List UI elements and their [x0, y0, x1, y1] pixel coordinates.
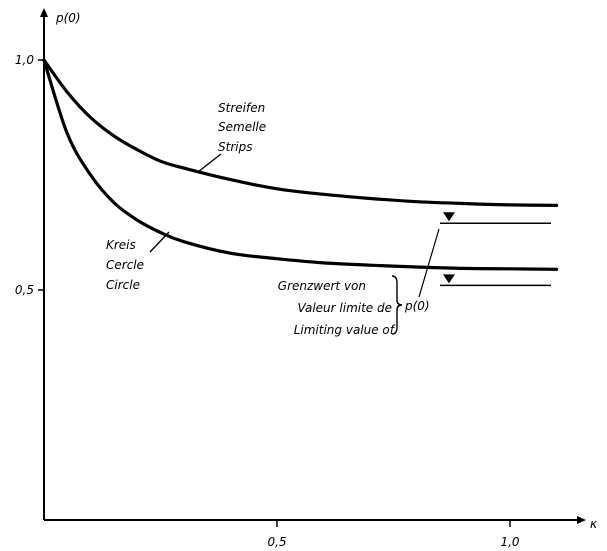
- annotation-target: p(0): [404, 299, 430, 313]
- series-label-circle: Kreis Cercle Circle: [106, 231, 170, 292]
- series-line-1: [42, 58, 559, 271]
- annotation-line: Limiting value of: [294, 323, 396, 337]
- annotation-leader: [418, 228, 440, 298]
- series-label-leader: [149, 231, 170, 253]
- limit-annotation: Grenzwert von Valeur limite de Limiting …: [278, 228, 440, 337]
- x-tick-label: 0,5: [267, 535, 286, 549]
- series-label-leader: [197, 153, 222, 173]
- annotation-brace: [391, 275, 403, 335]
- series-label-line: Circle: [106, 278, 140, 292]
- annotation-line: Valeur limite de: [298, 301, 392, 315]
- series-label-line: Strips: [218, 140, 252, 154]
- y-tick-label: 1,0: [15, 53, 34, 67]
- series-label-line: Semelle: [218, 120, 266, 134]
- x-tick-label: 1,0: [500, 535, 519, 549]
- series-label-line: Cercle: [106, 258, 144, 272]
- limit-marker-0: [443, 212, 455, 222]
- y-tick-label: 0,5: [15, 283, 34, 297]
- y-axis-title: p(0): [55, 11, 81, 25]
- series-label-strips: Streifen Semelle Strips: [197, 101, 266, 173]
- annotation-line: Grenzwert von: [278, 279, 366, 293]
- x-axis-title: κ: [590, 517, 598, 531]
- series-line-0: [42, 58, 559, 207]
- series-layer: [42, 58, 559, 271]
- series-label-line: Streifen: [218, 101, 265, 115]
- tick-group: 0,5 1,0 0,5 1,0: [15, 53, 520, 549]
- limit-marker-1: [443, 274, 455, 284]
- series-label-line: Kreis: [106, 238, 136, 252]
- limit-marker-layer: [440, 212, 551, 287]
